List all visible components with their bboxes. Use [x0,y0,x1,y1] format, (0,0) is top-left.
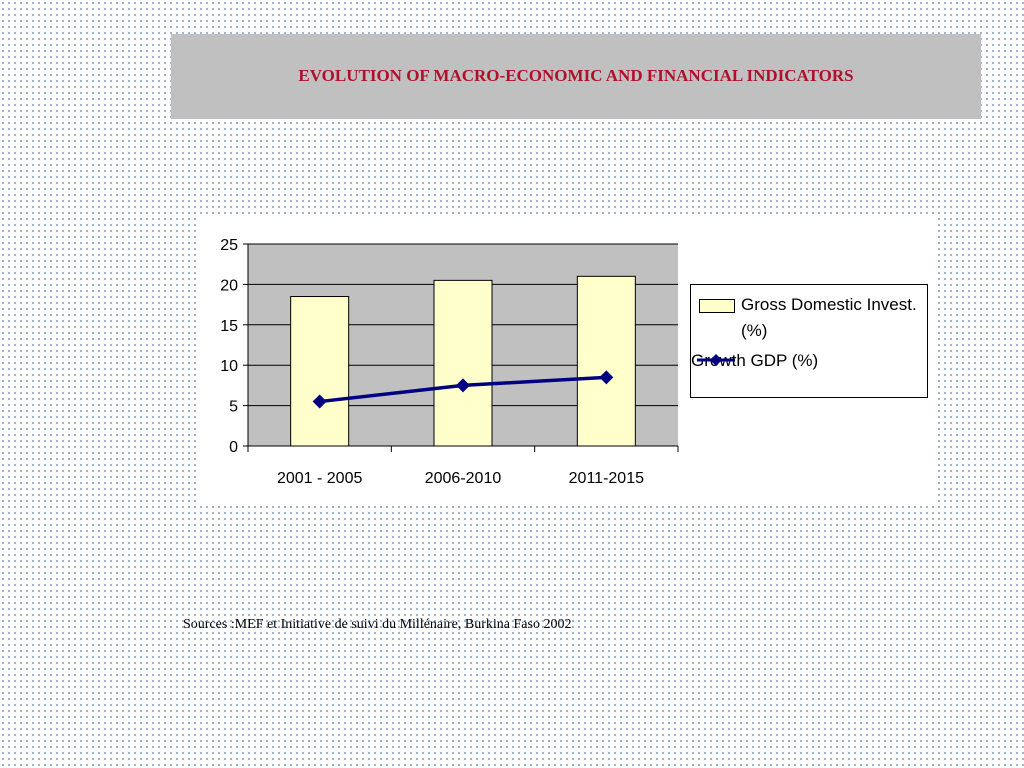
page-title: EVOLUTION OF MACRO-ECONOMIC AND FINANCIA… [298,65,854,85]
legend-line-swatch [697,354,735,366]
legend-item-investment: Gross Domestic Invest. (%) [691,295,931,344]
legend-bar-swatch [699,299,735,313]
bar-gross-domestic-invest [576,275,636,447]
y-tick-label: 0 [229,439,238,456]
x-category-label: 2001 - 2005 [277,470,363,487]
x-category-label: 2011-2015 [569,470,644,487]
legend-label-growth: Growth GDP (%) [691,351,819,370]
y-tick-label: 25 [220,237,238,254]
y-tick-label: 10 [220,358,238,375]
combo-chart: 0 5 10 15 20 25 2001 - 2005 2006-2010 2011-2015 [220,237,679,487]
source-note: Sources :MEF et Initiative de suivi du M… [183,617,572,632]
bar-gross-domestic-invest [433,279,493,447]
point-growth-gdp [599,370,614,385]
y-tick-label: 15 [220,318,238,335]
legend-item-growth: Growth GDP (%) [691,351,881,374]
legend-label-investment: Gross Domestic Invest. (%) [741,295,917,340]
bar-gross-domestic-invest [290,296,350,447]
point-growth-gdp [456,378,470,393]
x-category-label: 2006-2010 [425,470,502,487]
chart-legend: Gross Domestic Invest. (%) Growth GDP (%… [690,284,928,398]
y-tick-label: 5 [229,399,238,416]
title-banner: EVOLUTION OF MACRO-ECONOMIC AND FINANCIA… [171,34,981,119]
chart-panel: 0 5 10 15 20 25 2001 - 2005 2006-2010 2011-2015 … [196,218,936,504]
y-tick-label: 20 [220,277,238,294]
